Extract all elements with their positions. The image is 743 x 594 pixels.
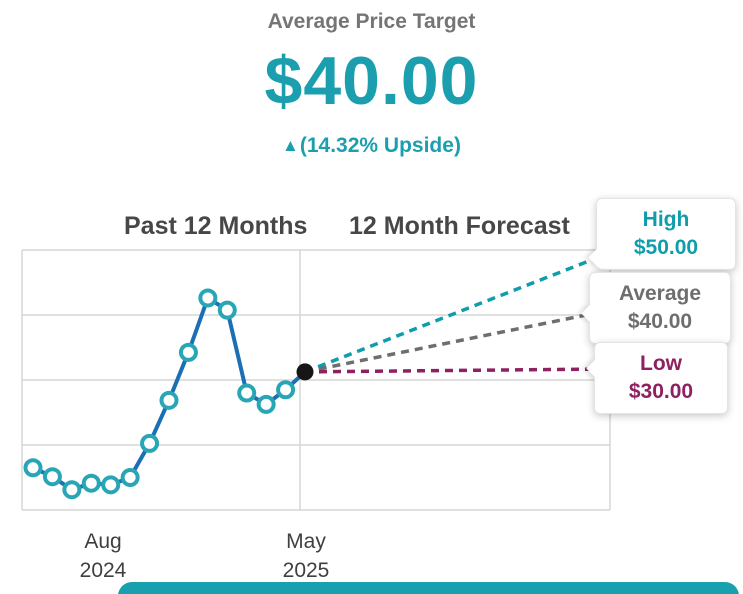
x-tick-month: Aug — [84, 530, 122, 553]
forecast-callout-average: Average $40.00 — [589, 272, 731, 344]
x-axis-tick-aug-2024: Aug 2024 — [48, 527, 158, 585]
forecast-callout-low: Low $30.00 — [594, 342, 728, 414]
price-point-marker — [237, 383, 257, 403]
price-point-marker — [276, 380, 296, 400]
x-tick-month: May — [286, 530, 326, 553]
price-point-marker — [23, 458, 43, 478]
forecast-average-value: $40.00 — [627, 310, 693, 333]
price-point-marker — [256, 394, 276, 414]
price-point-marker — [159, 390, 179, 410]
forecast-low-label: Low — [640, 352, 682, 375]
forecast-line-low — [304, 367, 609, 374]
forecast-high-value: $50.00 — [633, 236, 699, 259]
upside-arrow-icon: ▲ — [282, 136, 299, 155]
price-point-marker — [42, 467, 62, 487]
price-point-marker — [198, 288, 218, 308]
x-tick-year: 2025 — [282, 559, 330, 582]
x-axis-tick-may-2025: May 2025 — [251, 527, 361, 585]
forecast-callout-high: High $50.00 — [596, 198, 736, 270]
upside-percent-label: (14.32% Upside) — [299, 134, 461, 157]
chart-title-past-12-months: Past 12 Months — [124, 212, 308, 240]
bottom-cta-bar[interactable] — [118, 582, 739, 594]
price-point-marker — [120, 468, 140, 487]
average-price-target-label: Average Price Target — [267, 10, 476, 33]
forecast-high-label: High — [642, 208, 690, 231]
forecast-low-value: $30.00 — [628, 380, 694, 403]
current-price-dot — [296, 363, 314, 381]
price-point-marker — [140, 433, 160, 453]
forecast-average-label: Average — [618, 282, 702, 305]
price-target-value: $40.00 — [264, 43, 479, 119]
forecast-line-average — [304, 309, 607, 374]
price-point-marker — [101, 475, 121, 495]
x-tick-year: 2024 — [79, 559, 127, 582]
price-point-marker — [217, 300, 237, 320]
price-point-marker — [62, 480, 82, 500]
price-point-marker — [81, 473, 101, 493]
chart-title-12-month-forecast: 12 Month Forecast — [349, 212, 570, 240]
upside-text: ▲(14.32% Upside) — [0, 134, 743, 158]
price-point-marker — [178, 342, 198, 362]
forecast-line-high — [304, 250, 613, 374]
